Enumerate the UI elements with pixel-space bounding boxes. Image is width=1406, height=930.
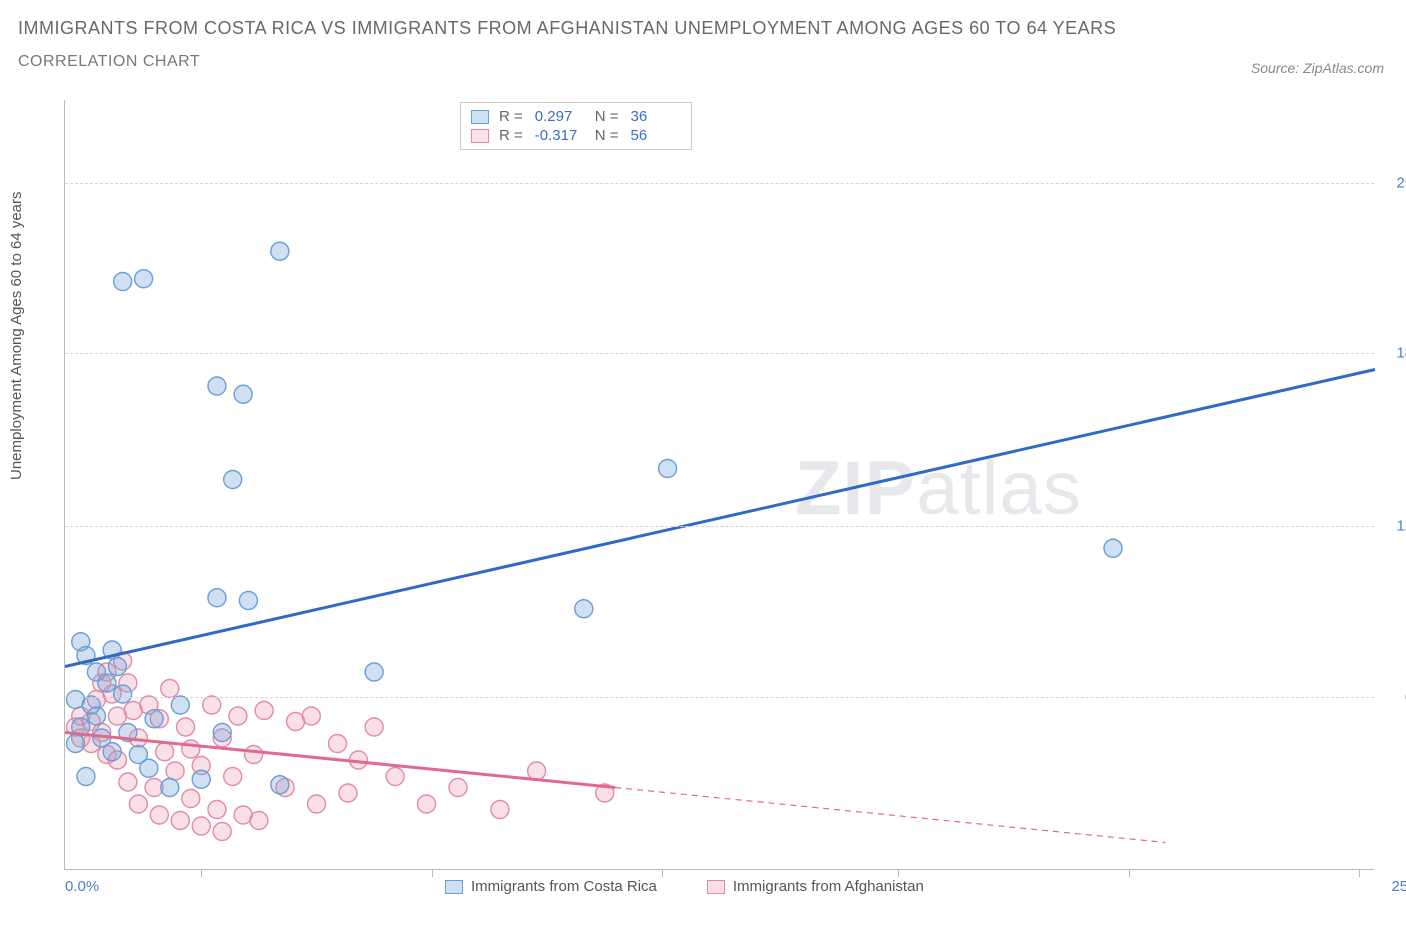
trend-line-pink-extrapolated [615,788,1165,843]
scatter-point-pink [245,746,263,764]
scatter-point-pink [418,795,436,813]
scatter-point-pink [386,768,404,786]
plot-area: R = 0.297 N = 36 R = -0.317 N = 56 ZIPat… [64,100,1374,870]
y-tick-label: 12.5% [1396,518,1406,535]
scatter-point-pink [302,707,320,725]
x-tick [1129,869,1130,877]
scatter-point-blue [129,746,147,764]
scatter-point-blue [135,270,153,288]
scatter-point-blue [213,724,231,742]
scatter-point-pink [224,768,242,786]
scatter-point-blue [208,377,226,395]
scatter-point-pink [156,743,174,761]
gridline [65,526,1374,527]
scatter-point-pink [339,784,357,802]
scatter-point-blue [208,589,226,607]
scatter-point-pink [171,812,189,830]
scatter-point-blue [271,776,289,794]
scatter-point-blue [108,658,126,676]
scatter-point-blue [145,710,163,728]
legend-item-blue: Immigrants from Costa Rica [445,878,657,895]
scatter-point-pink [308,795,326,813]
scatter-point-pink [177,718,195,736]
swatch-blue-icon [445,880,463,894]
scatter-point-pink [203,696,221,714]
scatter-point-pink [528,762,546,780]
scatter-point-pink [255,702,273,720]
scatter-point-pink [166,762,184,780]
scatter-point-blue [114,273,132,291]
gridline [65,353,1374,354]
scatter-point-blue [98,674,116,692]
scatter-point-blue [103,743,121,761]
scatter-point-blue [365,663,383,681]
scatter-point-pink [192,817,210,835]
y-axis-label: Unemployment Among Ages 60 to 64 years [8,191,25,480]
x-tick [662,869,663,877]
scatter-point-blue [161,779,179,797]
scatter-point-pink [250,812,268,830]
swatch-pink-icon [707,880,725,894]
scatter-point-blue [575,600,593,618]
scatter-point-blue [234,385,252,403]
x-axis-max-label: 25.0% [1391,878,1406,895]
scatter-point-blue [239,592,257,610]
chart-title: IMMIGRANTS FROM COSTA RICA VS IMMIGRANTS… [18,18,1406,39]
scatter-point-pink [129,795,147,813]
scatter-point-pink [208,801,226,819]
scatter-point-pink [449,779,467,797]
x-tick [1359,869,1360,877]
x-tick [432,869,433,877]
scatter-point-pink [328,735,346,753]
scatter-point-pink [119,773,137,791]
scatter-point-blue [1104,539,1122,557]
scatter-point-pink [213,823,231,841]
x-axis-min-label: 0.0% [65,878,99,895]
chart-subtitle: CORRELATION CHART [18,53,1406,71]
scatter-point-blue [659,460,677,478]
scatter-svg [65,100,1374,869]
scatter-point-blue [114,685,132,703]
correlation-chart: Unemployment Among Ages 60 to 64 years R… [18,100,1388,900]
scatter-point-blue [87,707,105,725]
y-tick-label: 18.8% [1396,345,1406,362]
source-attribution: Source: ZipAtlas.com [1251,60,1384,76]
scatter-point-pink [229,707,247,725]
scatter-point-blue [224,471,242,489]
scatter-point-blue [171,696,189,714]
scatter-point-blue [271,242,289,260]
scatter-point-pink [161,680,179,698]
trend-line-blue [65,370,1375,667]
scatter-point-pink [491,801,509,819]
series-legend: Immigrants from Costa Rica Immigrants fr… [445,878,924,895]
scatter-point-pink [365,718,383,736]
scatter-point-blue [192,770,210,788]
scatter-point-blue [77,768,95,786]
scatter-point-pink [150,806,168,824]
x-tick [898,869,899,877]
legend-item-pink: Immigrants from Afghanistan [707,878,924,895]
x-tick [201,869,202,877]
scatter-point-pink [182,790,200,808]
legend-label: Immigrants from Afghanistan [733,878,924,895]
scatter-point-pink [182,740,200,758]
y-tick-label: 25.0% [1396,174,1406,191]
gridline [65,697,1374,698]
gridline [65,183,1374,184]
legend-label: Immigrants from Costa Rica [471,878,657,895]
scatter-point-blue [66,735,84,753]
